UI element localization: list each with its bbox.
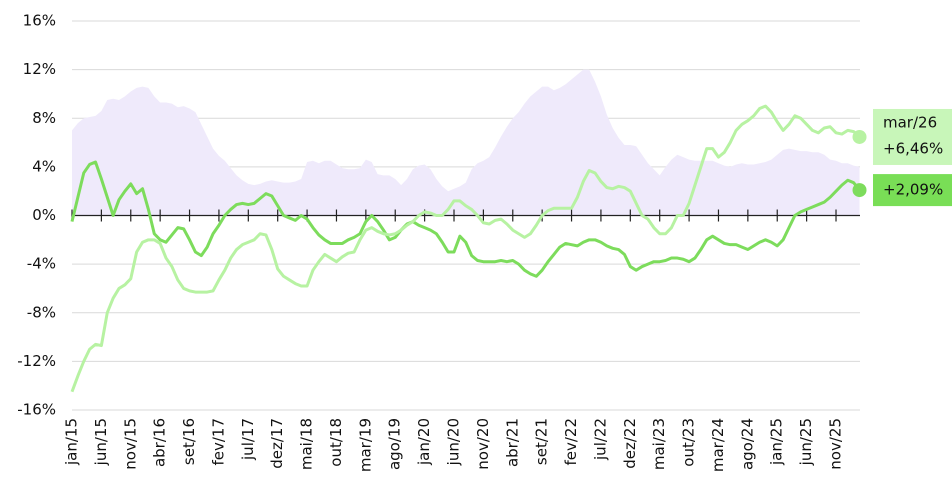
callout-box [873,174,952,207]
x-tick-label: mai/18 [298,418,316,470]
x-tick-label: set/16 [180,418,198,465]
series-line [70,104,861,393]
area [72,69,860,216]
y-tick-label: 16% [23,12,56,30]
x-tick-label: jun/15 [92,418,110,466]
x-tick-label: set/21 [533,418,551,465]
x-tick-label: dez/22 [621,418,639,469]
x-tick-label: jun/25 [797,418,815,466]
x-tick-label: dez/17 [268,418,286,469]
end-dot [852,183,867,198]
x-tick-label: jun/20 [445,418,463,466]
y-tick-label: -12% [17,352,56,370]
x-tick-label: mar/24 [709,418,727,472]
x-tick-label: jul/17 [239,418,257,461]
x-tick-label: jul/22 [591,418,609,461]
x-tick-label: abr/16 [151,418,169,467]
x-tick-label: jan/25 [768,418,786,466]
y-tick-label: -16% [17,401,56,419]
callout-value: +2,09% [883,181,943,199]
x-tick-label: fev/22 [562,418,580,466]
y-tick-label: -8% [27,303,56,321]
y-tick-label: 12% [23,60,56,78]
x-tick-label: jan/20 [415,418,433,466]
x-tick-label: ago/19 [386,418,404,470]
x-tick-label: out/18 [327,418,345,467]
x-tick-label: out/23 [680,418,698,467]
x-tick-label: ago/24 [738,418,756,470]
x-tick-label: nov/15 [121,418,139,470]
x-tick-label: mai/23 [650,418,668,470]
callout-value: +6,46% [883,139,943,157]
y-tick-label: -4% [27,255,56,273]
x-tick-label: jan/15 [63,418,81,466]
x-tick-label: nov/20 [474,418,492,470]
y-tick-label: 0% [32,206,56,224]
y-tick-label: 8% [32,109,56,127]
callout-date: mar/26 [883,113,937,131]
callout-box [873,108,952,165]
x-tick-label: mar/19 [356,418,374,472]
x-tick-label: fev/17 [209,418,227,466]
x-tick-label: abr/21 [503,418,521,467]
series-line [70,160,861,278]
y-tick-label: 4% [32,157,56,175]
x-tick-label: nov/25 [827,418,845,470]
end-dot [852,129,867,144]
